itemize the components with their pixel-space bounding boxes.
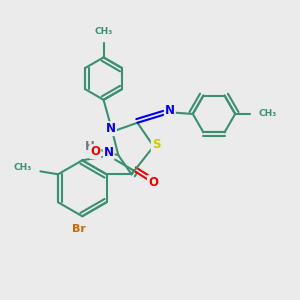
Text: O: O [90, 145, 100, 158]
Text: CH₃: CH₃ [14, 163, 32, 172]
Text: N: N [106, 122, 116, 135]
Text: O: O [148, 176, 158, 189]
Text: S: S [152, 138, 160, 151]
Text: Br: Br [72, 224, 86, 234]
Text: CH₃: CH₃ [258, 110, 276, 118]
Text: H: H [85, 140, 94, 153]
Text: CH₃: CH₃ [94, 27, 113, 36]
Text: N: N [165, 103, 175, 117]
Text: N: N [104, 146, 114, 159]
